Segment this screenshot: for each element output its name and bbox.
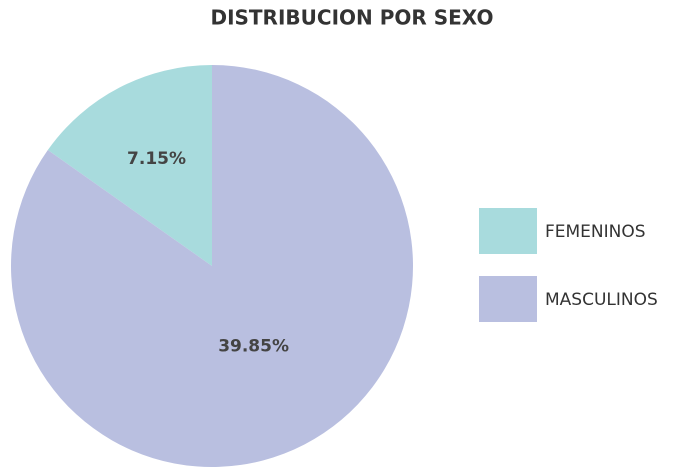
legend-swatch: [479, 276, 537, 322]
value-label: 7.15%: [127, 149, 186, 169]
pie-slice: [47, 65, 212, 266]
chart-title: DISTRIBUCION POR SEXO: [210, 6, 493, 30]
legend-label: MASCULINOS: [545, 290, 658, 310]
legend-label: FEMENINOS: [545, 222, 646, 242]
pie-slice: [11, 65, 413, 467]
value-label: 39.85%: [218, 336, 289, 356]
legend-swatch: [479, 208, 537, 254]
